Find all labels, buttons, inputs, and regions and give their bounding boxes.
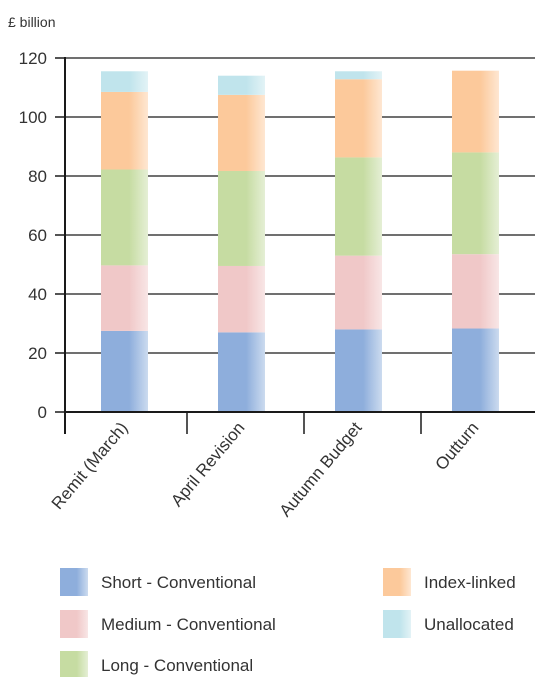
x-category-label-remit-march: Remit (March): [48, 418, 132, 513]
legend-swatch-long-conventional: [60, 651, 88, 677]
bar-outturn-long-conventional: [452, 152, 499, 255]
legend-item-short-conventional: Short - Conventional: [60, 568, 256, 596]
bar-autumn-budget-unallocated: [335, 71, 382, 80]
x-category-label-april-revision: April Revision: [167, 418, 248, 510]
bar-autumn-budget-long-conventional: [335, 157, 382, 256]
bar-april-revision-long-conventional: [218, 170, 265, 266]
legend-item-medium-conventional: Medium - Conventional: [60, 610, 276, 638]
legend-label-long-conventional: Long - Conventional: [101, 656, 253, 675]
x-category-label-autumn-budget: Autumn Budget: [276, 418, 366, 520]
axes: [55, 57, 535, 434]
bar-autumn-budget-index-linked: [335, 79, 382, 158]
legend-label-unallocated: Unallocated: [424, 615, 514, 634]
bar-outturn-short-conventional: [452, 328, 499, 412]
y-tick-label-120: 120: [19, 49, 47, 68]
bar-april-revision-short-conventional: [218, 332, 265, 412]
legend-swatch-unallocated: [383, 610, 411, 638]
bar-outturn-medium-conventional: [452, 254, 499, 329]
y-tick-label-0: 0: [38, 403, 47, 422]
legend-item-unallocated: Unallocated: [383, 610, 514, 638]
legend-item-index-linked: Index-linked: [383, 568, 516, 596]
bar-outturn-index-linked: [452, 70, 499, 153]
y-tick-label-40: 40: [28, 285, 47, 304]
legend: Short - Conventional Medium - Conventiona…: [60, 568, 516, 677]
bars: [101, 70, 499, 412]
x-axis-category-labels: Remit (March) April Revision Autumn Budget…: [48, 418, 483, 520]
legend-label-short-conventional: Short - Conventional: [101, 573, 256, 592]
x-category-label-outturn: Outturn: [432, 418, 483, 474]
legend-swatch-medium-conventional: [60, 610, 88, 638]
bar-autumn-budget-short-conventional: [335, 329, 382, 412]
y-axis-unit-label: £ billion: [8, 14, 55, 30]
y-tick-label-60: 60: [28, 226, 47, 245]
bar-remit-march-index-linked: [101, 91, 148, 170]
bar-april-revision-index-linked: [218, 94, 265, 171]
y-tick-label-20: 20: [28, 344, 47, 363]
bar-remit-march-unallocated: [101, 71, 148, 92]
y-axis-tick-labels: 0 20 40 60 80 100 120: [19, 49, 47, 422]
legend-label-index-linked: Index-linked: [424, 573, 516, 592]
legend-swatch-short-conventional: [60, 568, 88, 596]
bar-autumn-budget-medium-conventional: [335, 255, 382, 330]
y-tick-label-100: 100: [19, 108, 47, 127]
legend-swatch-index-linked: [383, 568, 411, 596]
bar-remit-march-medium-conventional: [101, 265, 148, 331]
bar-remit-march-long-conventional: [101, 169, 148, 266]
legend-item-long-conventional: Long - Conventional: [60, 651, 253, 677]
bar-april-revision-medium-conventional: [218, 265, 265, 333]
bar-april-revision-unallocated: [218, 75, 265, 95]
y-tick-label-80: 80: [28, 167, 47, 186]
legend-label-medium-conventional: Medium - Conventional: [101, 615, 276, 634]
bar-remit-march-short-conventional: [101, 330, 148, 412]
